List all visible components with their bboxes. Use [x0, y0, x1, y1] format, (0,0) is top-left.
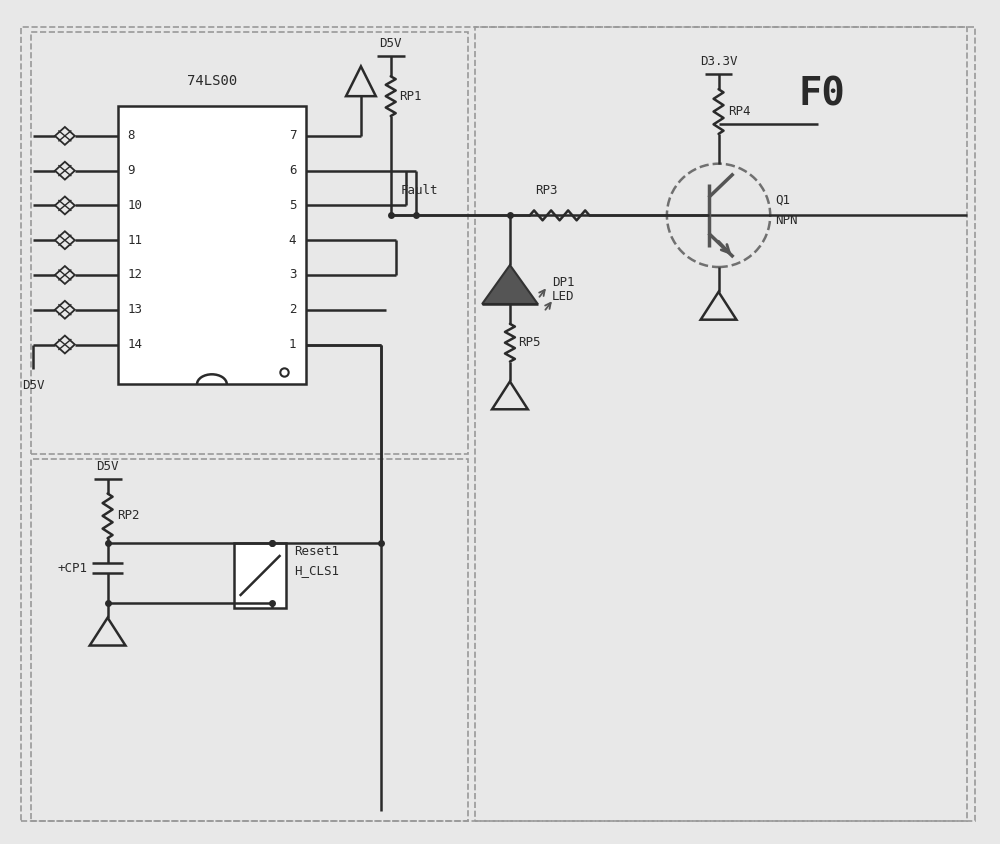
Text: F0: F0 — [798, 75, 845, 113]
Text: RP1: RP1 — [399, 89, 421, 103]
Text: Fault: Fault — [401, 185, 438, 197]
Text: D5V: D5V — [22, 379, 44, 392]
Text: 6: 6 — [289, 165, 296, 177]
Text: +CP1: +CP1 — [58, 561, 88, 575]
Bar — [118, 106, 306, 384]
Text: 9: 9 — [127, 165, 135, 177]
Text: 1: 1 — [289, 338, 296, 351]
Bar — [31, 31, 468, 454]
Text: LED: LED — [552, 289, 574, 302]
Text: 5: 5 — [289, 199, 296, 212]
Text: RP5: RP5 — [518, 336, 540, 349]
Text: D3.3V: D3.3V — [700, 56, 737, 68]
Text: 13: 13 — [127, 303, 142, 316]
Text: RP2: RP2 — [118, 510, 140, 522]
Text: 7: 7 — [289, 129, 296, 143]
Polygon shape — [482, 265, 538, 304]
Text: 10: 10 — [127, 199, 142, 212]
Bar — [475, 27, 967, 821]
Bar — [31, 459, 468, 821]
Text: D5V: D5V — [96, 460, 119, 473]
Text: 8: 8 — [127, 129, 135, 143]
Text: NPN: NPN — [775, 214, 798, 227]
Text: 3: 3 — [289, 268, 296, 282]
Bar — [234, 544, 286, 608]
Text: 4: 4 — [289, 234, 296, 246]
Text: DP1: DP1 — [552, 276, 574, 289]
Text: 74LS00: 74LS00 — [187, 74, 237, 89]
Text: 14: 14 — [127, 338, 142, 351]
Text: Reset1: Reset1 — [294, 544, 339, 558]
Text: D5V: D5V — [379, 37, 402, 51]
Text: 2: 2 — [289, 303, 296, 316]
Text: 12: 12 — [127, 268, 142, 282]
Text: RP4: RP4 — [728, 105, 751, 118]
Text: RP3: RP3 — [535, 185, 557, 197]
Text: Q1: Q1 — [775, 194, 790, 207]
Text: H_CLS1: H_CLS1 — [294, 565, 339, 577]
Text: 11: 11 — [127, 234, 142, 246]
